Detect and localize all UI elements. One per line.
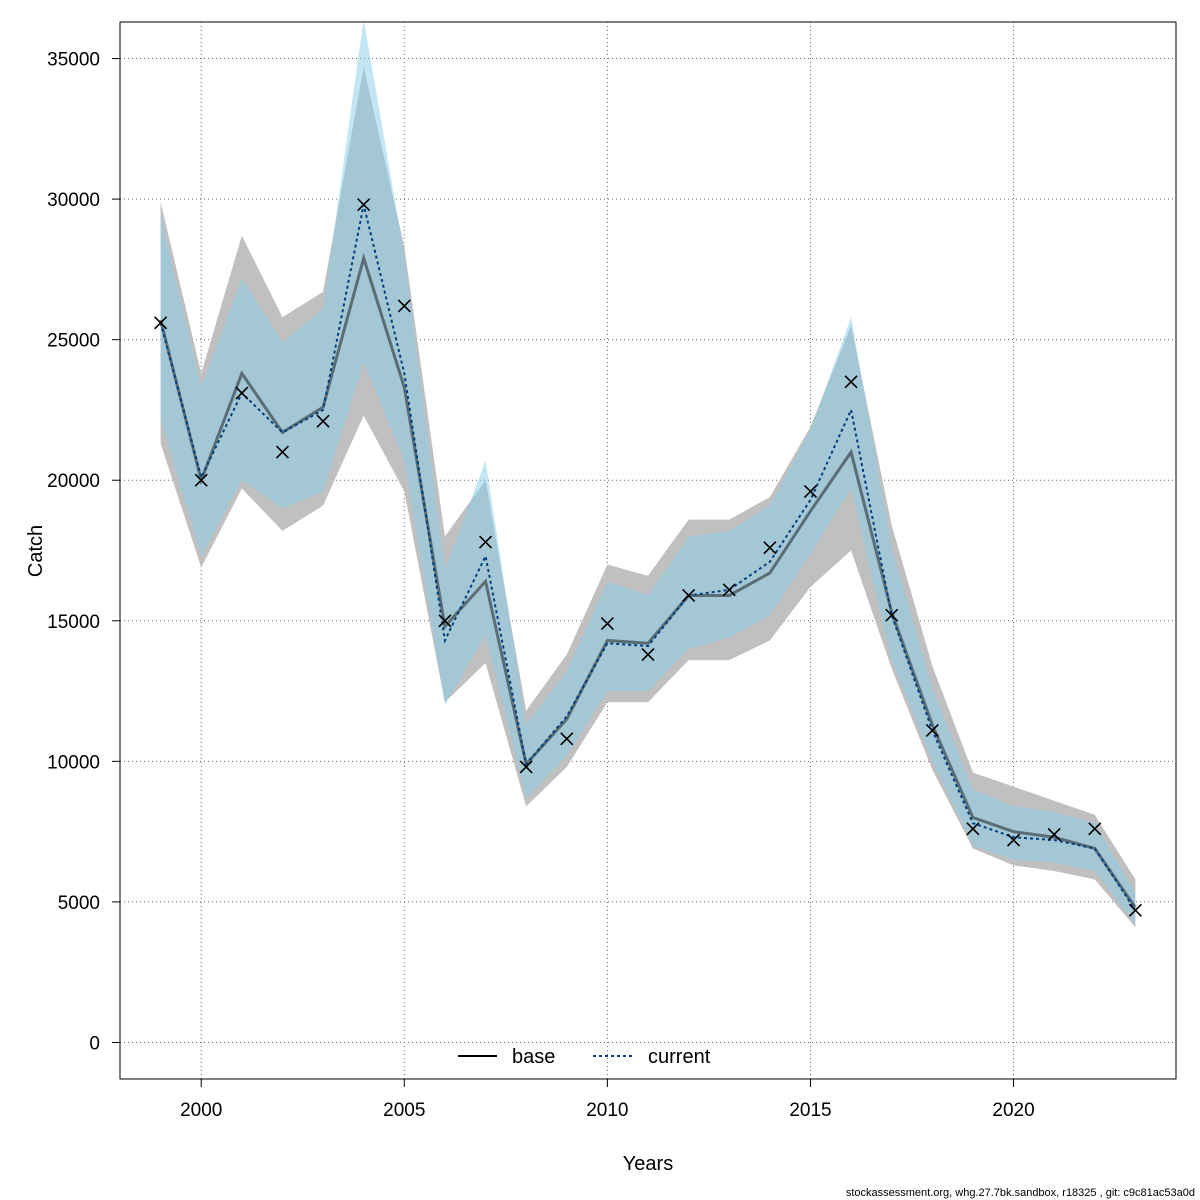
x-tick-label: 2005 bbox=[383, 1100, 425, 1121]
observed-point-stroke bbox=[1047, 827, 1061, 841]
observed-point-stroke bbox=[844, 375, 858, 389]
confidence-bands bbox=[160, 19, 1136, 928]
observed-point-stroke bbox=[357, 198, 371, 212]
observed-point bbox=[600, 617, 614, 631]
observed-point bbox=[560, 732, 574, 746]
observed-point-stroke bbox=[600, 617, 614, 631]
observed-point bbox=[1088, 822, 1102, 836]
observed-point-stroke bbox=[519, 760, 533, 774]
observed-point bbox=[844, 375, 858, 389]
observed-point-stroke bbox=[682, 588, 696, 603]
x-axis-title: Years bbox=[623, 1153, 673, 1175]
observed-point bbox=[194, 473, 208, 487]
y-tick-label: 20000 bbox=[47, 471, 100, 492]
y-tick-label: 15000 bbox=[47, 612, 100, 633]
observed-point bbox=[235, 386, 249, 400]
observed-point bbox=[1006, 833, 1021, 847]
y-tick-label: 35000 bbox=[47, 50, 100, 71]
x-tick-label: 2020 bbox=[992, 1100, 1034, 1121]
y-tick-label: 5000 bbox=[58, 893, 100, 914]
observed-point bbox=[357, 198, 371, 212]
observed-point-stroke bbox=[966, 822, 980, 836]
observed-point bbox=[1128, 903, 1142, 917]
x-tick-label: 2010 bbox=[586, 1100, 628, 1121]
legend-current-label: current bbox=[648, 1046, 711, 1068]
observed-point-stroke bbox=[1006, 833, 1021, 847]
observed-point-stroke bbox=[275, 445, 290, 459]
observed-point-stroke bbox=[885, 608, 899, 622]
observed-point bbox=[316, 414, 330, 428]
observed-point-stroke bbox=[560, 732, 574, 746]
observed-point bbox=[803, 484, 818, 499]
observed-point-stroke bbox=[478, 535, 493, 549]
current-confidence-band bbox=[160, 19, 1136, 925]
observed-point-stroke bbox=[397, 299, 411, 313]
observed-point bbox=[885, 608, 899, 622]
observed-point-stroke bbox=[438, 614, 452, 628]
x-tick-label: 2015 bbox=[789, 1100, 831, 1121]
observed-point bbox=[478, 535, 493, 549]
y-tick-label: 25000 bbox=[47, 331, 100, 352]
observed-point-stroke bbox=[803, 484, 818, 499]
observed-point-stroke bbox=[925, 723, 939, 737]
observed-point bbox=[682, 588, 696, 603]
observed-point-stroke bbox=[316, 414, 330, 428]
observed-point-stroke bbox=[763, 541, 777, 555]
observed-point bbox=[438, 614, 452, 628]
observed-point-stroke bbox=[1088, 822, 1102, 836]
observed-point bbox=[925, 723, 939, 737]
observed-point-stroke bbox=[722, 583, 736, 597]
observed-point-stroke bbox=[1128, 903, 1142, 917]
observed-point bbox=[722, 583, 736, 597]
observed-point bbox=[1047, 827, 1061, 841]
observed-point bbox=[154, 316, 168, 330]
y-tick-label: 0 bbox=[89, 1033, 100, 1054]
observed-point bbox=[763, 541, 777, 555]
x-tick-label: 2000 bbox=[180, 1100, 222, 1121]
plot-frame bbox=[119, 21, 1177, 1080]
observed-point-stroke bbox=[194, 473, 208, 487]
y-tick-label: 30000 bbox=[47, 190, 100, 211]
footer-text: stockassessment.org, whg.27.7bk.sandbox,… bbox=[846, 1187, 1195, 1199]
y-tick-label: 10000 bbox=[47, 752, 100, 773]
observed-point bbox=[275, 445, 290, 459]
observed-point bbox=[641, 647, 655, 662]
observed-point-stroke bbox=[154, 316, 168, 330]
y-axis-title: Catch bbox=[25, 525, 47, 577]
observed-markers bbox=[154, 198, 1142, 917]
observed-point-stroke bbox=[235, 386, 249, 400]
legend: base current bbox=[458, 1046, 711, 1068]
observed-point bbox=[519, 760, 533, 774]
observed-point bbox=[966, 822, 980, 836]
legend-base-label: base bbox=[512, 1046, 555, 1068]
axes: 2000 2005 2010 2015 2020 0 5000 10000 15000 20000… bbox=[47, 50, 1035, 1121]
current-line bbox=[159, 204, 1137, 911]
base-line bbox=[159, 252, 1137, 909]
observed-point bbox=[397, 299, 411, 313]
grid bbox=[120, 22, 1176, 1079]
series-lines bbox=[159, 204, 1137, 911]
observed-point-stroke bbox=[641, 647, 655, 662]
